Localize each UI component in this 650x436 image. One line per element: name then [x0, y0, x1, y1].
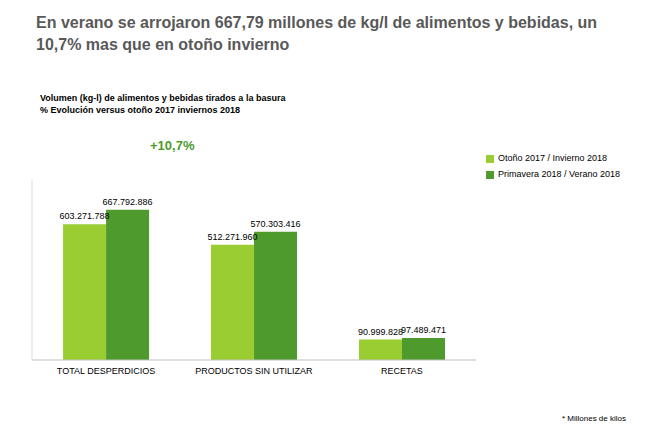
html-text:En verano se arrojaron 667,79: En verano se arrojaron 667,79 millones d…	[36, 14, 598, 53]
svg-text:PRODUCTOS SIN UTILIZAR: PRODUCTOS SIN UTILIZAR	[195, 366, 313, 376]
html-text:Primavera 2018 / Verano 2018: Primavera 2018 / Verano 2018	[497, 169, 620, 179]
svg-text:RECETAS: RECETAS	[381, 366, 423, 376]
svg-text:667.792.886: 667.792.886	[103, 197, 153, 207]
svg-text:97.489.471: 97.489.471	[401, 325, 446, 335]
svg-text:570.303.416: 570.303.416	[251, 219, 301, 229]
html-text:Volumen (kg-l) de alimentos y: Volumen (kg-l) de alimentos y bebidas ti…	[40, 93, 286, 103]
html-text:+10,7%: +10,7%	[150, 138, 195, 153]
html-text:% Evolución versus otoño 2017: % Evolución versus otoño 2017 inviernos …	[40, 105, 241, 115]
html-text:* Millones de kilos: * Millones de kilos	[562, 414, 626, 423]
svg-text:90.999.828: 90.999.828	[358, 327, 403, 337]
html-text:Otoño 2017 / Invierno 2018: Otoño 2017 / Invierno 2018	[497, 153, 607, 163]
svg-text:512.271.960: 512.271.960	[208, 232, 258, 242]
svg-text:603.271.788: 603.271.788	[60, 211, 110, 221]
svg-text:TOTAL DESPERDICIOS: TOTAL DESPERDICIOS	[57, 366, 155, 376]
